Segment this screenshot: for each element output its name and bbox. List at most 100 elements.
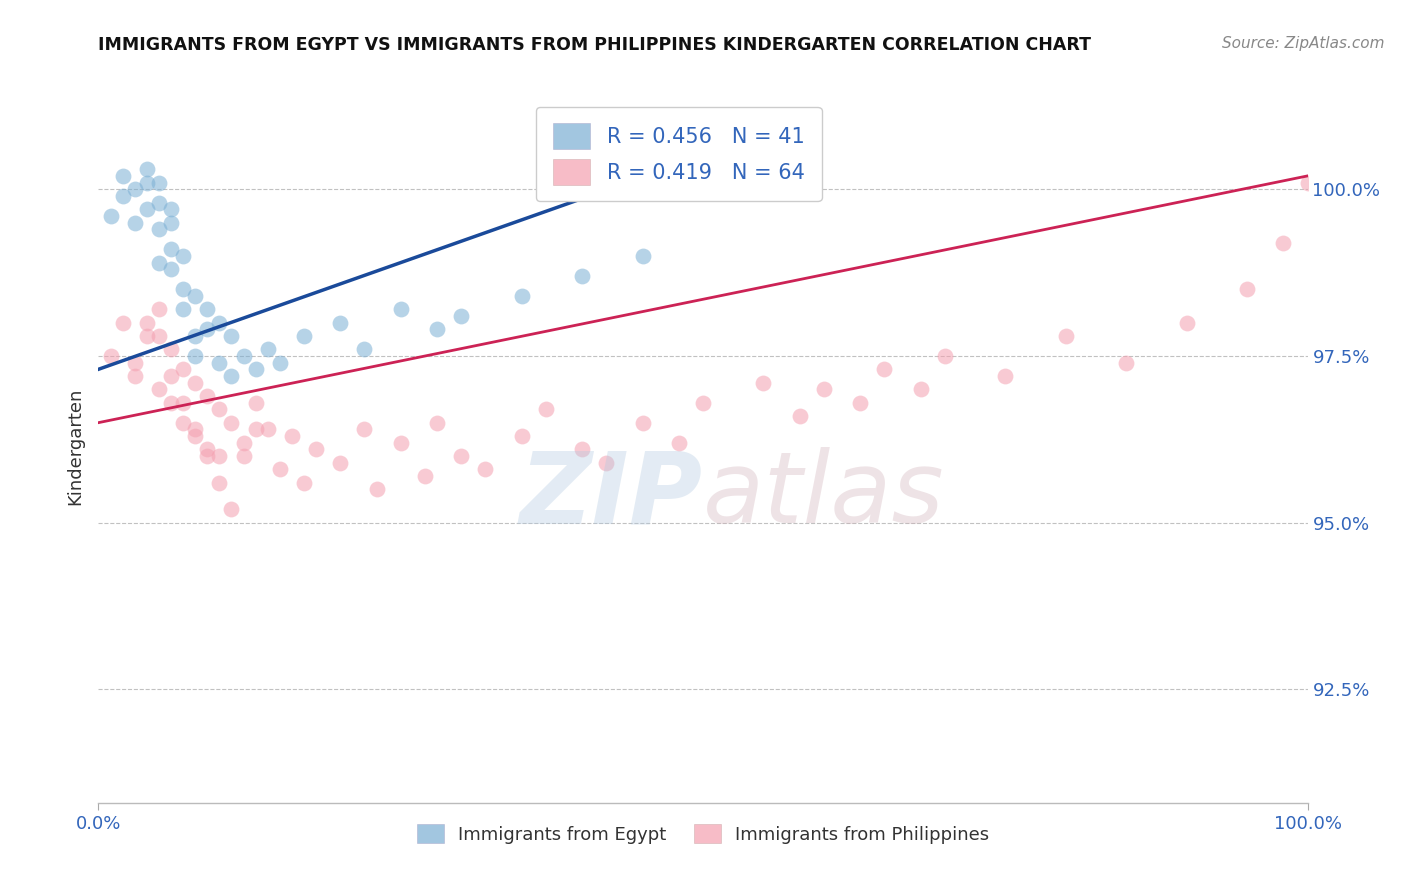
Point — [450, 309, 472, 323]
Point — [184, 429, 207, 443]
Legend: Immigrants from Egypt, Immigrants from Philippines: Immigrants from Egypt, Immigrants from P… — [409, 817, 997, 851]
Point — [245, 362, 267, 376]
Point — [221, 416, 243, 430]
Point — [184, 349, 207, 363]
Point — [124, 356, 146, 370]
Point — [208, 449, 231, 463]
Point — [208, 402, 231, 417]
Point — [631, 416, 654, 430]
Point — [148, 255, 170, 269]
Point — [100, 349, 122, 363]
Text: atlas: atlas — [703, 448, 945, 544]
Point — [135, 162, 157, 177]
Point — [426, 416, 449, 430]
Point — [195, 389, 218, 403]
Point — [172, 395, 194, 409]
Point — [232, 435, 254, 450]
Point — [148, 176, 170, 190]
Point — [269, 462, 291, 476]
Point — [245, 422, 267, 436]
Point — [692, 395, 714, 409]
Point — [1115, 356, 1137, 370]
Point — [510, 289, 533, 303]
Point — [160, 262, 183, 277]
Point — [208, 356, 231, 370]
Point — [1236, 282, 1258, 296]
Point — [172, 302, 194, 317]
Point — [135, 202, 157, 217]
Point — [329, 456, 352, 470]
Point — [631, 249, 654, 263]
Y-axis label: Kindergarten: Kindergarten — [66, 387, 84, 505]
Point — [111, 316, 134, 330]
Point — [148, 302, 170, 317]
Point — [752, 376, 775, 390]
Point — [256, 422, 278, 436]
Point — [160, 395, 183, 409]
Text: IMMIGRANTS FROM EGYPT VS IMMIGRANTS FROM PHILIPPINES KINDERGARTEN CORRELATION CH: IMMIGRANTS FROM EGYPT VS IMMIGRANTS FROM… — [98, 36, 1091, 54]
Point — [474, 462, 496, 476]
Point — [184, 289, 207, 303]
Point — [195, 322, 218, 336]
Point — [849, 395, 872, 409]
Point — [148, 382, 170, 396]
Point — [172, 362, 194, 376]
Point — [111, 169, 134, 183]
Point — [668, 435, 690, 450]
Point — [413, 469, 436, 483]
Point — [389, 302, 412, 317]
Point — [172, 282, 194, 296]
Point — [366, 483, 388, 497]
Point — [256, 343, 278, 357]
Point — [160, 343, 183, 357]
Point — [232, 349, 254, 363]
Point — [534, 402, 557, 417]
Point — [571, 268, 593, 283]
Point — [160, 202, 183, 217]
Point — [232, 449, 254, 463]
Point — [353, 343, 375, 357]
Point — [100, 209, 122, 223]
Point — [450, 449, 472, 463]
Point — [221, 368, 243, 383]
Point — [789, 409, 811, 423]
Point — [269, 356, 291, 370]
Point — [1272, 235, 1295, 250]
Point — [184, 329, 207, 343]
Point — [208, 316, 231, 330]
Point — [934, 349, 956, 363]
Point — [994, 368, 1017, 383]
Point — [195, 442, 218, 457]
Point — [124, 368, 146, 383]
Point — [195, 302, 218, 317]
Point — [595, 456, 617, 470]
Point — [510, 429, 533, 443]
Point — [292, 475, 315, 490]
Point — [172, 416, 194, 430]
Point — [148, 329, 170, 343]
Point — [135, 329, 157, 343]
Point — [160, 216, 183, 230]
Point — [135, 316, 157, 330]
Point — [873, 362, 896, 376]
Point — [292, 329, 315, 343]
Point — [148, 195, 170, 210]
Point — [148, 222, 170, 236]
Point — [1054, 329, 1077, 343]
Point — [111, 189, 134, 203]
Point — [221, 502, 243, 516]
Point — [184, 376, 207, 390]
Point — [910, 382, 932, 396]
Point — [329, 316, 352, 330]
Point — [195, 449, 218, 463]
Point — [160, 242, 183, 256]
Point — [389, 435, 412, 450]
Point — [1296, 176, 1319, 190]
Point — [160, 368, 183, 383]
Point — [135, 176, 157, 190]
Point — [124, 216, 146, 230]
Point — [571, 442, 593, 457]
Text: Source: ZipAtlas.com: Source: ZipAtlas.com — [1222, 36, 1385, 51]
Point — [305, 442, 328, 457]
Point — [281, 429, 304, 443]
